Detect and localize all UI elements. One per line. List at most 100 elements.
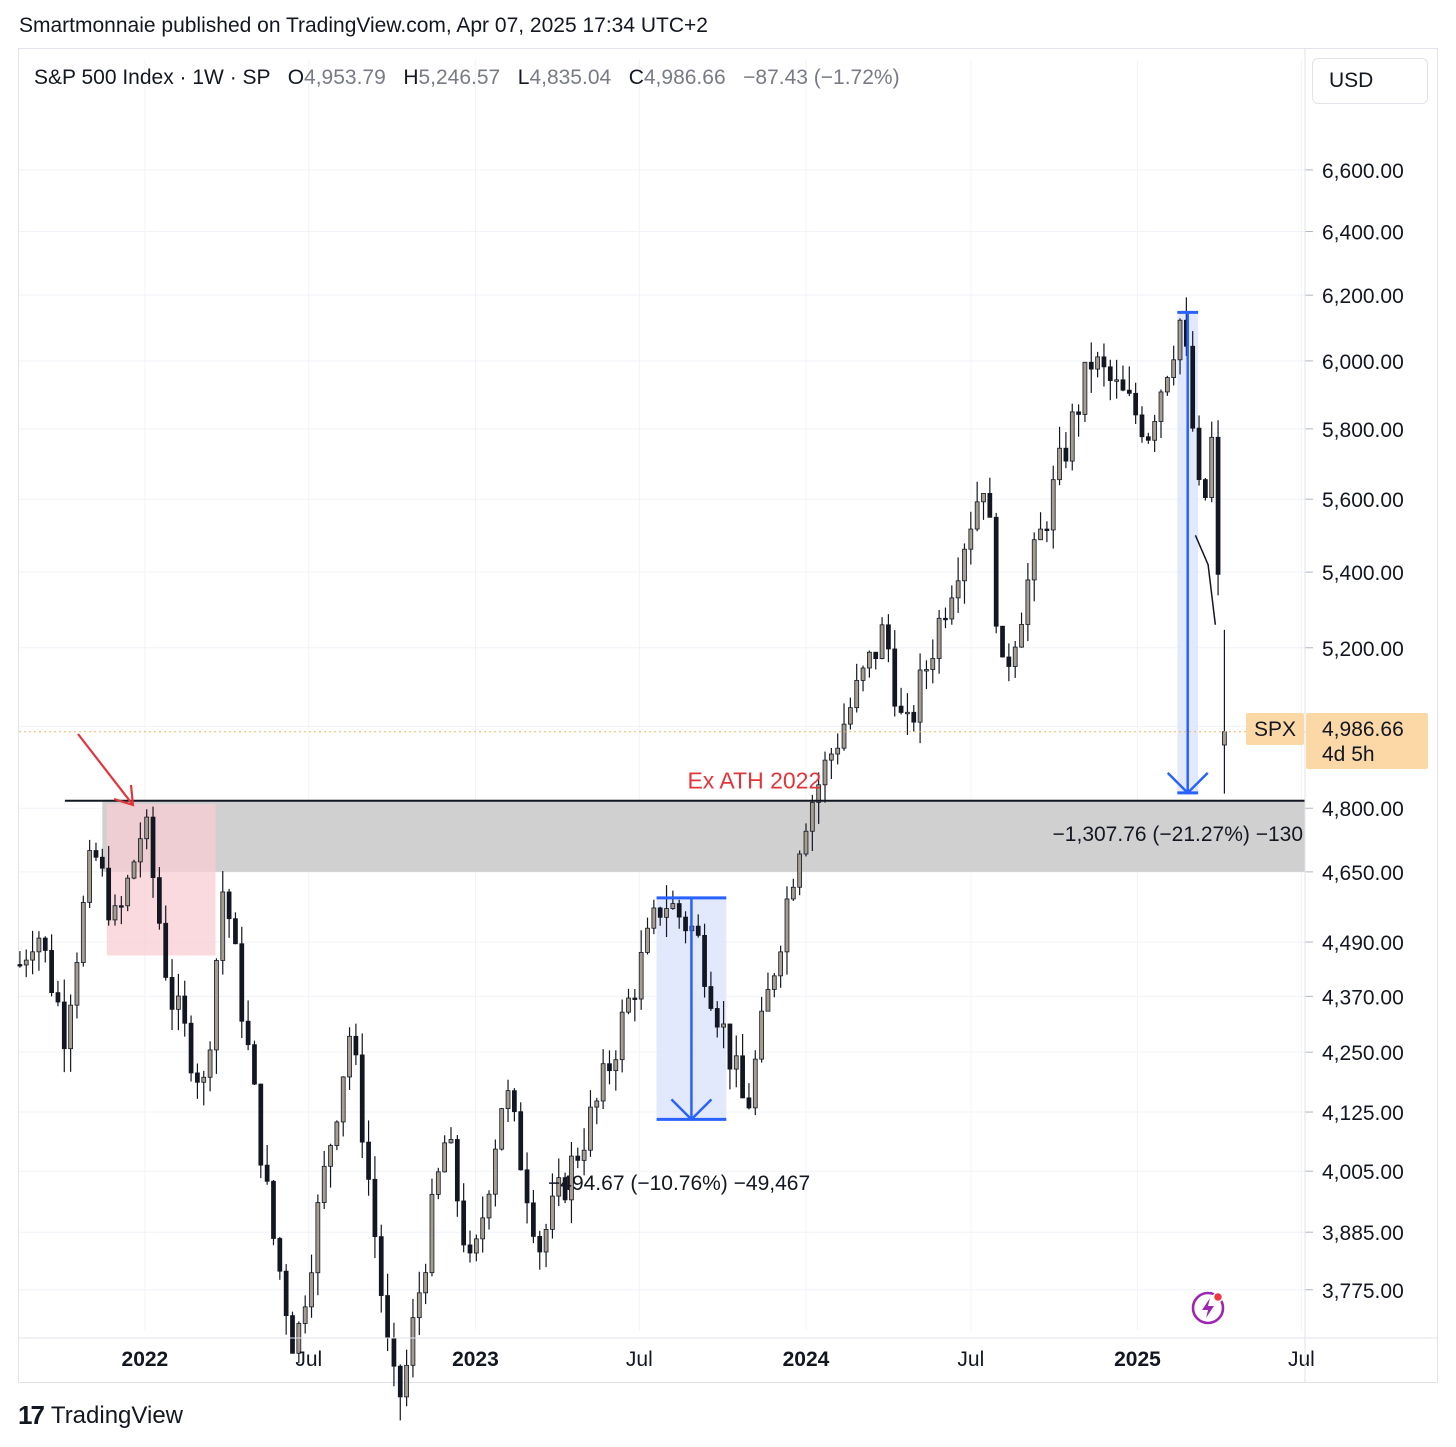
- candle-body[interactable]: [125, 877, 131, 907]
- candle-body[interactable]: [721, 1023, 726, 1028]
- candle-body[interactable]: [106, 867, 112, 921]
- candle-body[interactable]: [714, 1008, 720, 1028]
- candle-body[interactable]: [886, 624, 891, 650]
- footer-brand[interactable]: TradingView: [50, 1401, 183, 1429]
- candle-body[interactable]: [531, 1202, 536, 1237]
- candle-body[interactable]: [461, 1200, 467, 1246]
- candle-body[interactable]: [873, 651, 879, 660]
- candle-body[interactable]: [271, 1180, 276, 1239]
- candle-body[interactable]: [80, 901, 86, 963]
- candle-body[interactable]: [771, 975, 777, 990]
- candle-body[interactable]: [1069, 411, 1075, 462]
- candle-body[interactable]: [1203, 479, 1208, 498]
- candle-body[interactable]: [264, 1164, 270, 1182]
- candle-body[interactable]: [163, 922, 169, 978]
- candle-body[interactable]: [740, 1055, 745, 1099]
- candle-body[interactable]: [974, 501, 980, 530]
- candle-body[interactable]: [803, 830, 809, 855]
- candle-body[interactable]: [816, 784, 822, 803]
- candle-body[interactable]: [562, 1177, 568, 1201]
- candle-body[interactable]: [309, 1272, 314, 1308]
- candle-body[interactable]: [74, 962, 80, 1006]
- candle-body[interactable]: [1164, 377, 1170, 393]
- candle-body[interactable]: [23, 959, 29, 966]
- candle-body[interactable]: [353, 1035, 359, 1056]
- candle-body[interactable]: [252, 1044, 257, 1085]
- candle-body[interactable]: [454, 1139, 460, 1202]
- candle-body[interactable]: [1057, 447, 1062, 481]
- candle-body[interactable]: [854, 680, 860, 709]
- gray-ath-zone[interactable]: [102, 799, 1305, 872]
- candle-body[interactable]: [879, 624, 885, 660]
- candle-body[interactable]: [765, 989, 771, 1012]
- candle-body[interactable]: [42, 937, 48, 951]
- candle-body[interactable]: [949, 597, 955, 620]
- candle-body[interactable]: [822, 759, 828, 786]
- candle-body[interactable]: [917, 669, 923, 723]
- candle-body[interactable]: [347, 1035, 352, 1078]
- candle-body[interactable]: [619, 1011, 625, 1061]
- candle-body[interactable]: [150, 816, 156, 879]
- candle-body[interactable]: [359, 1054, 365, 1143]
- candle-body[interactable]: [993, 516, 999, 627]
- candle-body[interactable]: [867, 651, 872, 669]
- candle-body[interactable]: [1177, 319, 1183, 361]
- candle-body[interactable]: [169, 977, 175, 1010]
- candle-body[interactable]: [524, 1169, 530, 1204]
- candle-body[interactable]: [924, 669, 929, 672]
- candle-body[interactable]: [828, 753, 834, 761]
- candle-body[interactable]: [790, 886, 796, 900]
- candle-body[interactable]: [626, 997, 631, 1013]
- candle-body[interactable]: [1031, 539, 1037, 581]
- candle-body[interactable]: [746, 1097, 752, 1109]
- candle-body[interactable]: [987, 492, 993, 518]
- trend-line[interactable]: [1194, 535, 1217, 625]
- candle-body[interactable]: [55, 992, 61, 1003]
- candle-body[interactable]: [727, 1023, 733, 1070]
- candle-body[interactable]: [492, 1148, 498, 1195]
- candle-body[interactable]: [1076, 411, 1081, 415]
- candle-body[interactable]: [1101, 356, 1107, 368]
- symbol-label[interactable]: S&P 500 Index · 1W · SP: [34, 66, 271, 89]
- candle-body[interactable]: [607, 1063, 612, 1072]
- candle-body[interactable]: [759, 1010, 764, 1060]
- candle-body[interactable]: [1107, 366, 1113, 381]
- candle-body[interactable]: [112, 905, 118, 921]
- candle-body[interactable]: [569, 1155, 574, 1201]
- candle-body[interactable]: [17, 964, 23, 967]
- candle-body[interactable]: [302, 1306, 308, 1324]
- candle-body[interactable]: [201, 1076, 207, 1083]
- candle-body[interactable]: [1139, 414, 1145, 438]
- candle-body[interactable]: [378, 1236, 384, 1296]
- candle-body[interactable]: [1038, 528, 1043, 541]
- candle-body[interactable]: [30, 951, 35, 961]
- candle-body[interactable]: [651, 907, 657, 929]
- candle-body[interactable]: [195, 1072, 200, 1083]
- candle-body[interactable]: [1082, 361, 1088, 415]
- candle-body[interactable]: [905, 711, 910, 715]
- candle-body[interactable]: [214, 960, 219, 1051]
- candle-body[interactable]: [1145, 436, 1151, 441]
- candle-body[interactable]: [1196, 427, 1202, 480]
- candle-body[interactable]: [423, 1272, 428, 1294]
- candle-body[interactable]: [1209, 436, 1215, 498]
- candle-body[interactable]: [226, 891, 232, 920]
- candle-body[interactable]: [676, 903, 682, 918]
- candle-body[interactable]: [936, 617, 942, 659]
- candle-body[interactable]: [188, 1022, 194, 1074]
- candle-body[interactable]: [1012, 646, 1018, 667]
- candle-body[interactable]: [442, 1142, 448, 1173]
- candle-body[interactable]: [588, 1106, 593, 1151]
- candle-body[interactable]: [1171, 359, 1177, 378]
- candle-body[interactable]: [87, 850, 93, 903]
- candle-body[interactable]: [784, 898, 790, 953]
- candle-body[interactable]: [182, 995, 188, 1024]
- candle-body[interactable]: [404, 1364, 409, 1398]
- candle-body[interactable]: [1000, 625, 1005, 658]
- candle-body[interactable]: [328, 1145, 333, 1167]
- candle-body[interactable]: [233, 918, 238, 945]
- candle-body[interactable]: [321, 1165, 327, 1203]
- candle-body[interactable]: [841, 723, 847, 749]
- candle-body[interactable]: [835, 747, 841, 755]
